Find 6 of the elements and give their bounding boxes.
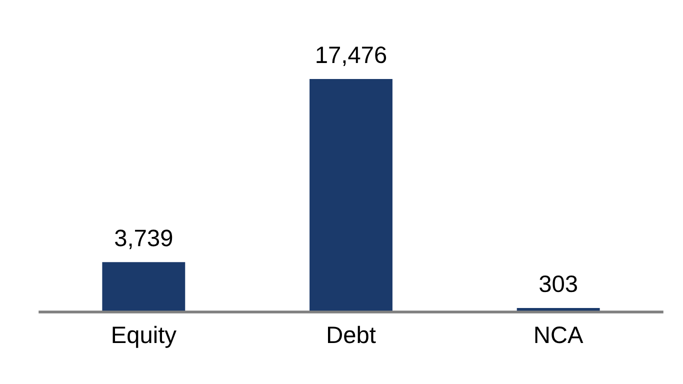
- x-tick-label: Debt: [328, 326, 376, 344]
- x-tick-label: Equity: [112, 326, 176, 348]
- data-label: 3,739: [115, 230, 172, 250]
- data-label: 303: [540, 275, 577, 292]
- data-label: 17,476: [316, 46, 386, 66]
- x-tick-label: NCA: [535, 326, 584, 344]
